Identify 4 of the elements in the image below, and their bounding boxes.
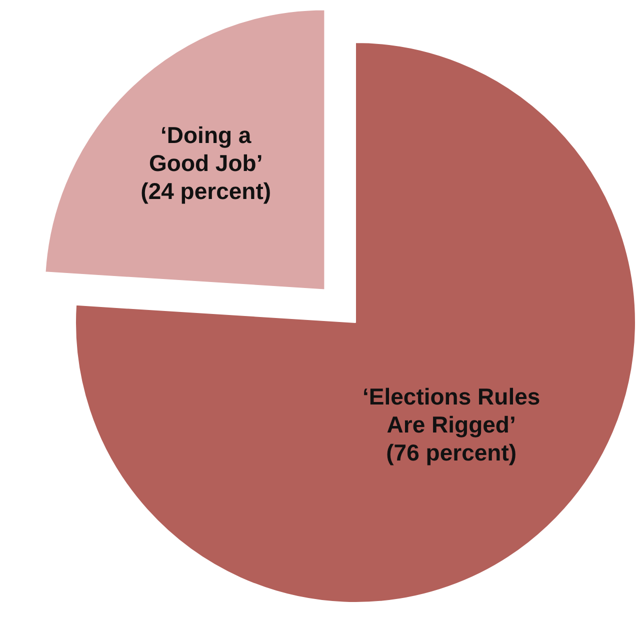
slice-label: ‘Doing a Good Job’ (149, 122, 263, 176)
data-label: (24 percent) (140, 178, 272, 204)
slice-label: ‘Elections Rules Are Rigged’ (362, 384, 540, 438)
data-label: (76 percent) (386, 440, 517, 466)
